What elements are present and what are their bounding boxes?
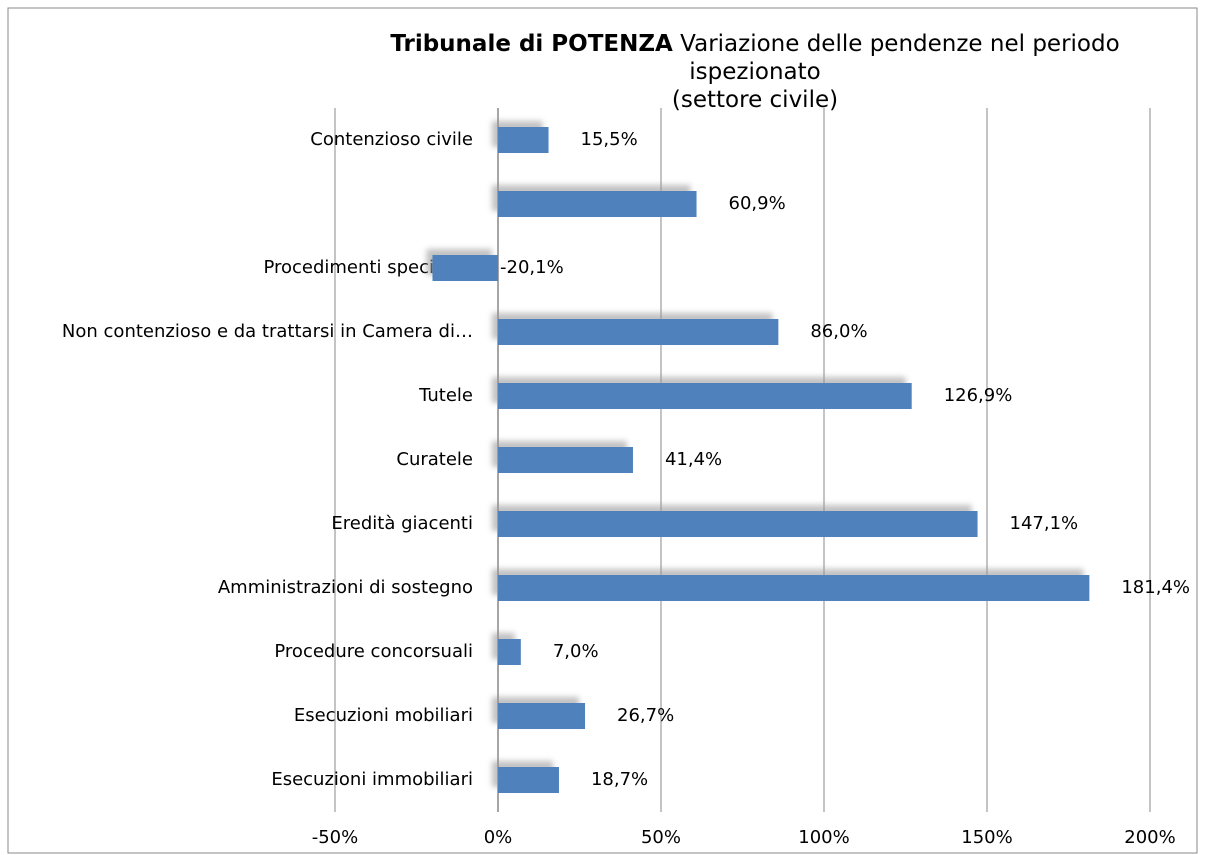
bar bbox=[498, 383, 912, 409]
bar bbox=[498, 767, 559, 793]
value-label: 126,9% bbox=[944, 385, 1013, 406]
title-bold: Tribunale di POTENZA bbox=[390, 31, 673, 57]
y-tick-label: Procedure concorsuali bbox=[274, 641, 473, 662]
value-label: 26,7% bbox=[617, 705, 674, 726]
y-tick-label: Contenzioso civile bbox=[310, 129, 473, 150]
subtitle: (settore civile) bbox=[671, 87, 839, 113]
y-tick-label: Amministrazioni di sostegno bbox=[218, 577, 473, 598]
y-tick-label: Tutele bbox=[418, 385, 473, 406]
y-tick-label: Esecuzioni mobiliari bbox=[294, 705, 473, 726]
value-label: 7,0% bbox=[553, 641, 599, 662]
bar bbox=[432, 255, 498, 281]
value-label: 15,5% bbox=[581, 129, 638, 150]
value-label: 181,4% bbox=[1121, 577, 1190, 598]
chart-title: Tribunale di POTENZA Variazione delle pe… bbox=[325, 30, 1185, 114]
chart-border bbox=[7, 7, 1198, 854]
y-tick-label: Esecuzioni immobiliari bbox=[271, 769, 473, 790]
x-tick-label: 0% bbox=[484, 827, 513, 848]
y-tick-label: Curatele bbox=[396, 449, 473, 470]
x-tick-label: 100% bbox=[798, 827, 849, 848]
y-tick-label: Procedimenti speciali… bbox=[263, 257, 473, 278]
value-label: 41,4% bbox=[665, 449, 722, 470]
bar bbox=[498, 447, 633, 473]
value-label: -20,1% bbox=[500, 257, 564, 278]
bar bbox=[498, 191, 697, 217]
bar bbox=[498, 127, 549, 153]
bar bbox=[498, 319, 779, 345]
x-tick-label: -50% bbox=[312, 827, 359, 848]
value-label: 60,9% bbox=[729, 193, 786, 214]
y-tick-label: Non contenzioso e da trattarsi in Camera… bbox=[62, 321, 473, 342]
bar bbox=[498, 639, 521, 665]
y-tick-label: Eredità giacenti bbox=[331, 513, 473, 534]
title-text: Variazione delle pendenze nel periodo is… bbox=[680, 31, 1120, 85]
x-tick-label: 50% bbox=[641, 827, 681, 848]
value-label: 86,0% bbox=[810, 321, 867, 342]
x-tick-label: 200% bbox=[1124, 827, 1175, 848]
bar bbox=[498, 575, 1090, 601]
bar bbox=[498, 703, 586, 729]
value-label: 147,1% bbox=[1010, 513, 1079, 534]
x-tick-label: 150% bbox=[961, 827, 1012, 848]
bar bbox=[498, 511, 978, 537]
value-label: 18,7% bbox=[591, 769, 648, 790]
